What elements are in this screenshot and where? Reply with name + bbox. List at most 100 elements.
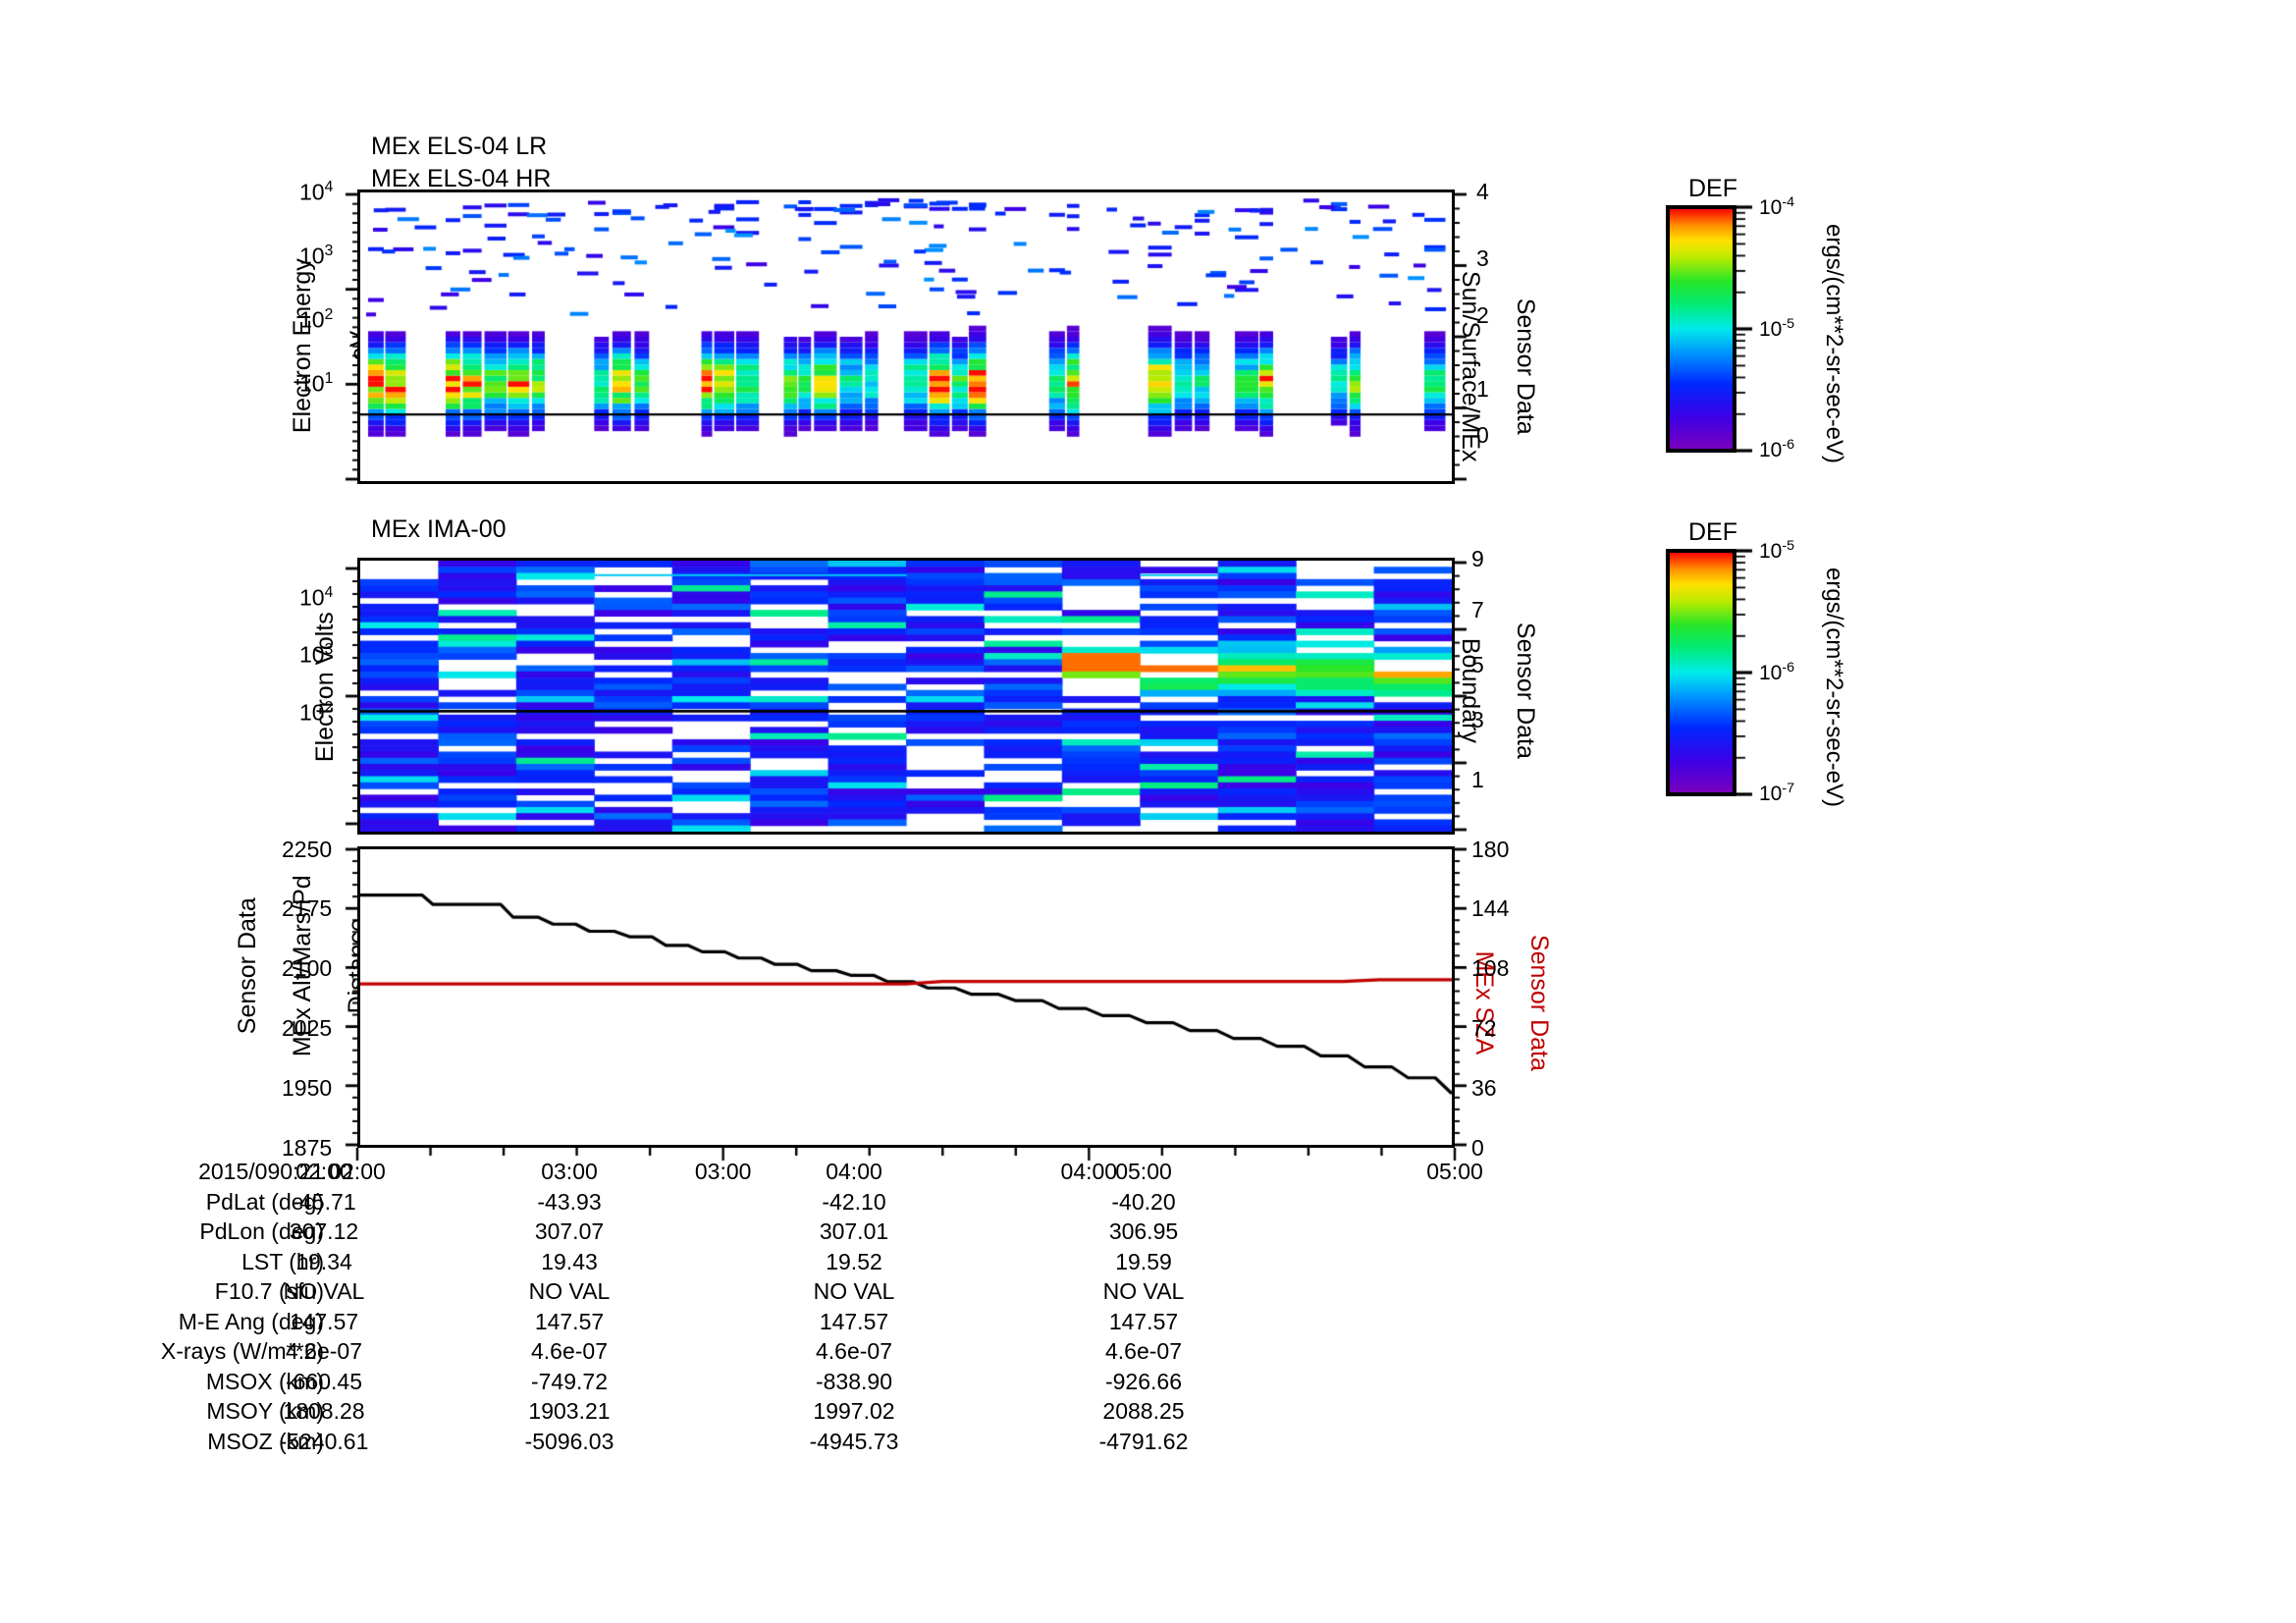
table-cell: -42.10 — [822, 1188, 886, 1215]
table-cell: 1903.21 — [528, 1398, 611, 1424]
colorbar-els-gradient — [1670, 209, 1733, 449]
table-cell: -5240.61 — [279, 1428, 369, 1454]
panel3-rtick-2: 108 — [1471, 955, 1510, 981]
table-cell: 19.59 — [1115, 1248, 1172, 1274]
panel1-rtick-1: 1 — [1476, 376, 1489, 402]
colorbar-els — [1666, 205, 1736, 453]
x-axis-tick-label: 04:00 — [1060, 1159, 1118, 1184]
x-axis-tick-label: 02:00 — [329, 1159, 386, 1184]
colorbar-ima-top-label: 10-5 — [1759, 538, 1795, 563]
panel2-plot-area[interactable] — [357, 558, 1455, 835]
panel1-plot-area[interactable] — [357, 189, 1455, 484]
table-row-label: MSOY (km) — [206, 1398, 324, 1424]
table-cell: NO VAL — [283, 1278, 365, 1304]
table-cell: 19.43 — [541, 1248, 598, 1274]
els-spectrogram-canvas — [360, 192, 1452, 481]
panel2-ytick-0: 104 — [299, 584, 334, 611]
panel3-right-ticks — [1453, 843, 1476, 1151]
table-cell: 306.95 — [1108, 1218, 1179, 1244]
panel1-rtick-4: 4 — [1476, 179, 1489, 204]
table-cell: 4.6e-07 — [285, 1338, 362, 1364]
panel1-rtick-0: 0 — [1476, 422, 1489, 448]
panel3-ltick-4: 1950 — [282, 1075, 333, 1101]
panel1-rtick-2: 2 — [1476, 302, 1489, 328]
colorbar-els-bottom-label: 10-6 — [1759, 437, 1795, 461]
table-cell: NO VAL — [528, 1278, 611, 1304]
table-row-label: MSOX (km) — [205, 1368, 324, 1394]
colorbar-ima-gradient — [1670, 553, 1733, 792]
panel2-right-ticks — [1453, 555, 1476, 838]
panel1-ytick-1: 103 — [299, 243, 334, 269]
table-cell: 2088.25 — [1102, 1398, 1185, 1424]
panel3-ltick-3: 2025 — [282, 1015, 333, 1041]
table-cell: -926.66 — [1104, 1368, 1182, 1394]
panel1-right-ticks — [1453, 187, 1476, 487]
colorbar-els-unit: ergs/(cm**2-sr-sec-eV) — [1821, 224, 1847, 464]
colorbar-els-title: DEF — [1688, 175, 1737, 202]
table-row-label: X-rays (W/m**2) — [160, 1338, 324, 1364]
table-row-label: PdLon (deg) — [199, 1218, 324, 1244]
x-axis-tick-label: 03:00 — [694, 1159, 752, 1184]
table-cell: 02:00 — [295, 1159, 352, 1184]
colorbar-ima-bottom-label: 10-7 — [1759, 781, 1795, 805]
table-cell: -838.90 — [815, 1368, 892, 1394]
panel2-ytick-2: 102 — [299, 699, 334, 726]
table-cell: 147.57 — [819, 1308, 889, 1334]
colorbar-els-ticks — [1736, 203, 1756, 455]
table-cell: -749.72 — [530, 1368, 608, 1394]
table-cell: -45.71 — [292, 1188, 356, 1215]
table-cell: -43.93 — [537, 1188, 602, 1215]
table-cell: 307.07 — [534, 1218, 605, 1244]
table-cell: -4791.62 — [1098, 1428, 1189, 1454]
panel3-left-ticks — [336, 843, 359, 1151]
table-cell: 4.6e-07 — [530, 1338, 608, 1364]
panel2-left-ticks — [336, 555, 359, 838]
colorbar-els-top-label: 10-4 — [1759, 194, 1795, 219]
table-cell: 147.57 — [289, 1308, 359, 1334]
colorbar-ima-unit: ergs/(cm**2-sr-sec-eV) — [1821, 568, 1847, 808]
colorbar-ima-title: DEF — [1688, 518, 1737, 546]
colorbar-els-mid-label: 10-5 — [1759, 316, 1795, 341]
table-cell: NO VAL — [813, 1278, 895, 1304]
panel1-title-hr: MEx ELS-04 HR — [371, 165, 552, 192]
table-cell: 147.57 — [1108, 1308, 1179, 1334]
panel3-ltick-1: 2175 — [282, 895, 333, 921]
table-cell: -4945.73 — [809, 1428, 899, 1454]
colorbar-ima-ticks — [1736, 547, 1756, 798]
panel2-title: MEx IMA-00 — [371, 515, 507, 543]
table-cell: 19.34 — [295, 1248, 352, 1274]
table-cell: 307.12 — [289, 1218, 359, 1244]
table-row-label: MSOZ (km) — [207, 1428, 324, 1454]
table-cell: 1997.02 — [813, 1398, 895, 1424]
table-cell: 4.6e-07 — [1104, 1338, 1182, 1364]
panel3-plot-area[interactable] — [357, 846, 1455, 1148]
panel3-ltick-2: 2100 — [282, 955, 333, 981]
table-cell: -5096.03 — [524, 1428, 614, 1454]
table-row-label: PdLat (deg) — [205, 1188, 324, 1215]
panel1-ytick-3: 101 — [299, 370, 334, 397]
table-cell: -660.45 — [285, 1368, 362, 1394]
table-cell: 307.01 — [819, 1218, 889, 1244]
table-cell: -40.20 — [1111, 1188, 1176, 1215]
panel3-ltick-5: 1875 — [282, 1135, 333, 1161]
panel3-rtick-0: 180 — [1471, 837, 1510, 862]
table-row-label: LST (hr) — [241, 1248, 324, 1274]
panel3-rtick-1: 144 — [1471, 895, 1510, 921]
table-row-label: 2015/090:21 — [198, 1159, 324, 1184]
colorbar-ima-mid-label: 10-6 — [1759, 660, 1795, 684]
panel3-ltick-0: 2250 — [282, 837, 333, 862]
table-row-label: M-E Ang (deg) — [178, 1308, 324, 1334]
table-cell: 1808.28 — [283, 1398, 365, 1424]
panel1-rtick-3: 3 — [1476, 245, 1489, 271]
panel1-ytick-2: 102 — [299, 306, 334, 333]
panel1-left-ticks — [336, 187, 359, 487]
altitude-sza-canvas — [360, 849, 1452, 1145]
table-row-label: F10.7 (sfu) — [214, 1278, 324, 1304]
colorbar-ima — [1666, 549, 1736, 796]
panel1-title-lr: MEx ELS-04 LR — [371, 133, 548, 160]
table-cell: NO VAL — [1102, 1278, 1185, 1304]
x-axis-tick-label: 05:00 — [1426, 1159, 1483, 1184]
panel1-ytick-0: 104 — [299, 179, 334, 205]
x-axis-ticks — [354, 1148, 1458, 1163]
table-cell: 147.57 — [534, 1308, 605, 1334]
